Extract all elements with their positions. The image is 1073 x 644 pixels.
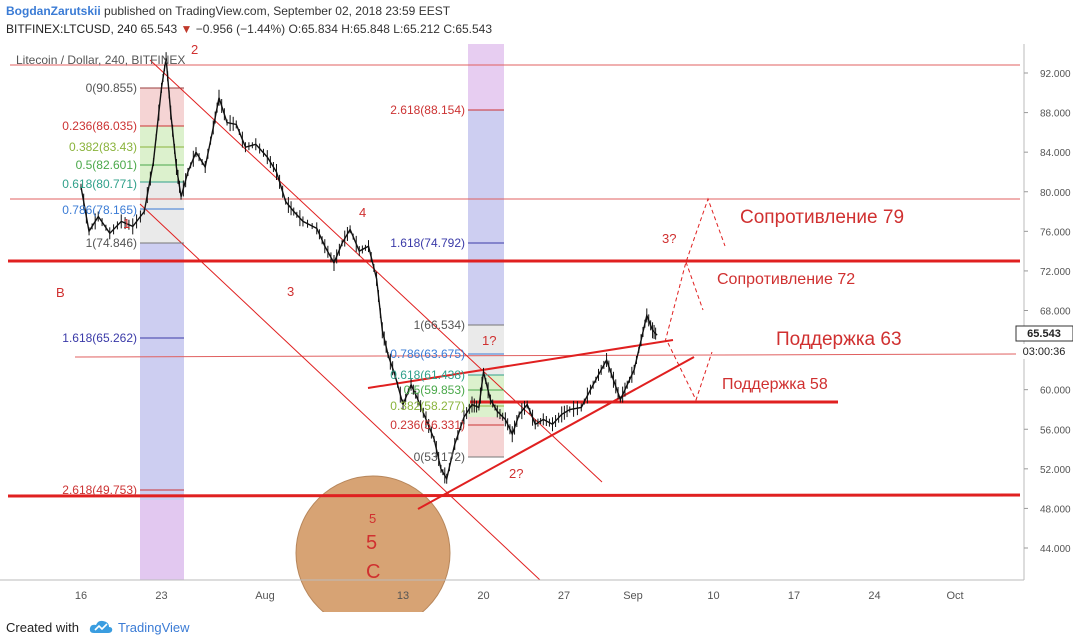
y-tick-label: 84.000 (1040, 148, 1071, 159)
x-tick-label: 24 (868, 590, 880, 602)
wave-label-1: 1 (123, 216, 130, 231)
fib-zone-purple-right (468, 44, 504, 110)
y-tick-label: 80.000 (1040, 188, 1071, 199)
publish-line: BogdanZarutskii published on TradingView… (6, 4, 450, 18)
x-tick-label: Sep (623, 590, 643, 602)
x-tick-label: 20 (477, 590, 489, 602)
y-tick-label: 76.000 (1040, 227, 1071, 238)
wave-label-3: 3 (287, 284, 294, 299)
fib-label-right-3: 0.786(63.675) (390, 347, 465, 361)
fib-label-left-1: 0.236(86.035) (62, 119, 137, 133)
wave-label-2q: 2? (509, 466, 523, 481)
price-chart[interactable]: 0(90.855) 0.236(86.035) 0.382(83.43) 0.5… (0, 40, 1073, 612)
tradingview-cloud-icon[interactable] (88, 618, 114, 636)
x-tick-label: Aug (255, 590, 275, 602)
y-tick-label: 68.000 (1040, 307, 1071, 318)
wave-label-1q: 1? (482, 333, 496, 348)
y-tick-label: 92.000 (1040, 69, 1071, 80)
published-text: published on TradingView.com, September … (104, 4, 451, 18)
wave-label-5-small: 5 (369, 511, 376, 526)
chart-header: BogdanZarutskii published on TradingView… (0, 0, 1073, 40)
last-price: 65.543 (140, 22, 178, 36)
level-line-49 (7, 493, 1021, 498)
fib-label-left-6: 1(74.846) (86, 236, 137, 250)
y-tick-label: 88.000 (1040, 109, 1071, 120)
fib-label-left-0: 0(90.855) (86, 81, 137, 95)
x-tick-label: 16 (75, 590, 87, 602)
last-price-tag-text: 65.543 (1027, 328, 1061, 340)
projection-down-path (667, 342, 713, 402)
wave-label-c: C (366, 561, 380, 583)
y-axis: 44.00048.00052.00056.00060.00064.00068.0… (1024, 69, 1071, 555)
fib-label-right-1: 1.618(74.792) (390, 236, 465, 250)
countdown-tag (1016, 344, 1073, 359)
fib-label-left-5: 0.786(78.165) (62, 203, 137, 217)
x-tick-label: 13 (397, 590, 409, 602)
projection-dashed-path (655, 340, 715, 450)
x-tick-label: Oct (946, 590, 963, 602)
fib-label-right-7: 0.236(56.331) (390, 418, 465, 432)
x-tick-label: 10 (707, 590, 719, 602)
fib-label-left-4: 0.618(80.771) (62, 177, 137, 191)
fib-label-right-2: 1(66.534) (414, 318, 465, 332)
wave-label-5-large: 5 (366, 532, 377, 554)
fib-ticks-right (468, 109, 504, 458)
y-tick-label: 48.000 (1040, 504, 1071, 515)
fib-zone-purple-left (140, 500, 184, 580)
countdown-tag-text: 03:00:36 (1023, 346, 1066, 358)
y-tick-label: 60.000 (1040, 386, 1071, 397)
symbol-line: BITFINEX:LTCUSD, 240 65.543 ▼ −0.956 (−1… (6, 22, 492, 36)
fib-zone-red-right (468, 417, 504, 457)
level-label-support-63: Поддержка 63 (776, 329, 902, 350)
chart-title: Litecoin / Dollar, 240, BITFINEX (16, 53, 185, 67)
wave-5-highlight-circle (295, 475, 451, 612)
y-tick-label: 72.000 (1040, 267, 1071, 278)
fib-label-right-6: 0.382(58.277) (390, 399, 465, 413)
fib-label-left-3: 0.5(82.601) (76, 158, 137, 172)
fib-zone-blue-right (468, 110, 504, 325)
level-line-63 (74, 353, 1021, 358)
level-label-support-58: Поддержка 58 (722, 376, 828, 393)
wave-label-2: 2 (191, 42, 198, 57)
fib-label-right-8: 0(53.172) (414, 450, 465, 464)
last-price-tag (1015, 325, 1073, 342)
created-with-text: Created with (6, 620, 79, 635)
tradingview-link[interactable]: TradingView (118, 620, 190, 635)
wedge-upper-line (367, 339, 674, 389)
down-arrow-icon: ▼ (180, 22, 193, 36)
y-tick-label: 56.000 (1040, 425, 1071, 436)
fib-label-right-5: 0.5(59.853) (404, 383, 465, 397)
wave-label-4: 4 (359, 205, 366, 220)
wedge-lower-line (417, 356, 695, 510)
x-tick-label: 17 (788, 590, 800, 602)
projection-mid-path (685, 261, 704, 311)
fib-label-right-4: 0.618(61.438) (390, 368, 465, 382)
x-tick-label: 23 (155, 590, 167, 602)
channel-lower-line (139, 203, 541, 581)
fib-label-left-7: 1.618(65.262) (62, 331, 137, 345)
x-axis: 16 23 Aug 13 20 27 Sep 10 17 24 Oct (75, 590, 964, 602)
y-tick-label: 52.000 (1040, 465, 1071, 476)
x-tick-label: 27 (558, 590, 570, 602)
ohlc-values: O:65.834 H:65.848 L:65.212 C:65.543 (288, 22, 493, 36)
price-series (80, 52, 658, 484)
fib-label-left-2: 0.382(83.43) (69, 140, 137, 154)
level-label-resistance-72: Сопротивление 72 (717, 271, 855, 288)
fib-label-left-8: 2.618(49.753) (62, 483, 137, 497)
fib-zone-grey-left (140, 182, 184, 243)
symbol-name: BITFINEX:LTCUSD, 240 (6, 22, 138, 36)
price-change: −0.956 (−1.44%) (195, 22, 286, 36)
channel-upper-line (149, 59, 603, 483)
fib-label-right-0: 2.618(88.154) (390, 103, 465, 117)
footer: Created with TradingView (0, 612, 1073, 644)
author-name[interactable]: BogdanZarutskii (6, 4, 101, 18)
level-label-resistance-79: Сопротивление 79 (740, 207, 904, 228)
fib-ticks-left (140, 87, 184, 491)
fib-zone-red-left (140, 88, 184, 126)
wave-label-3q: 3? (662, 231, 676, 246)
y-tick-label: 44.000 (1040, 544, 1071, 555)
wave-label-b: B (56, 285, 65, 300)
projection-up-path (664, 197, 726, 343)
